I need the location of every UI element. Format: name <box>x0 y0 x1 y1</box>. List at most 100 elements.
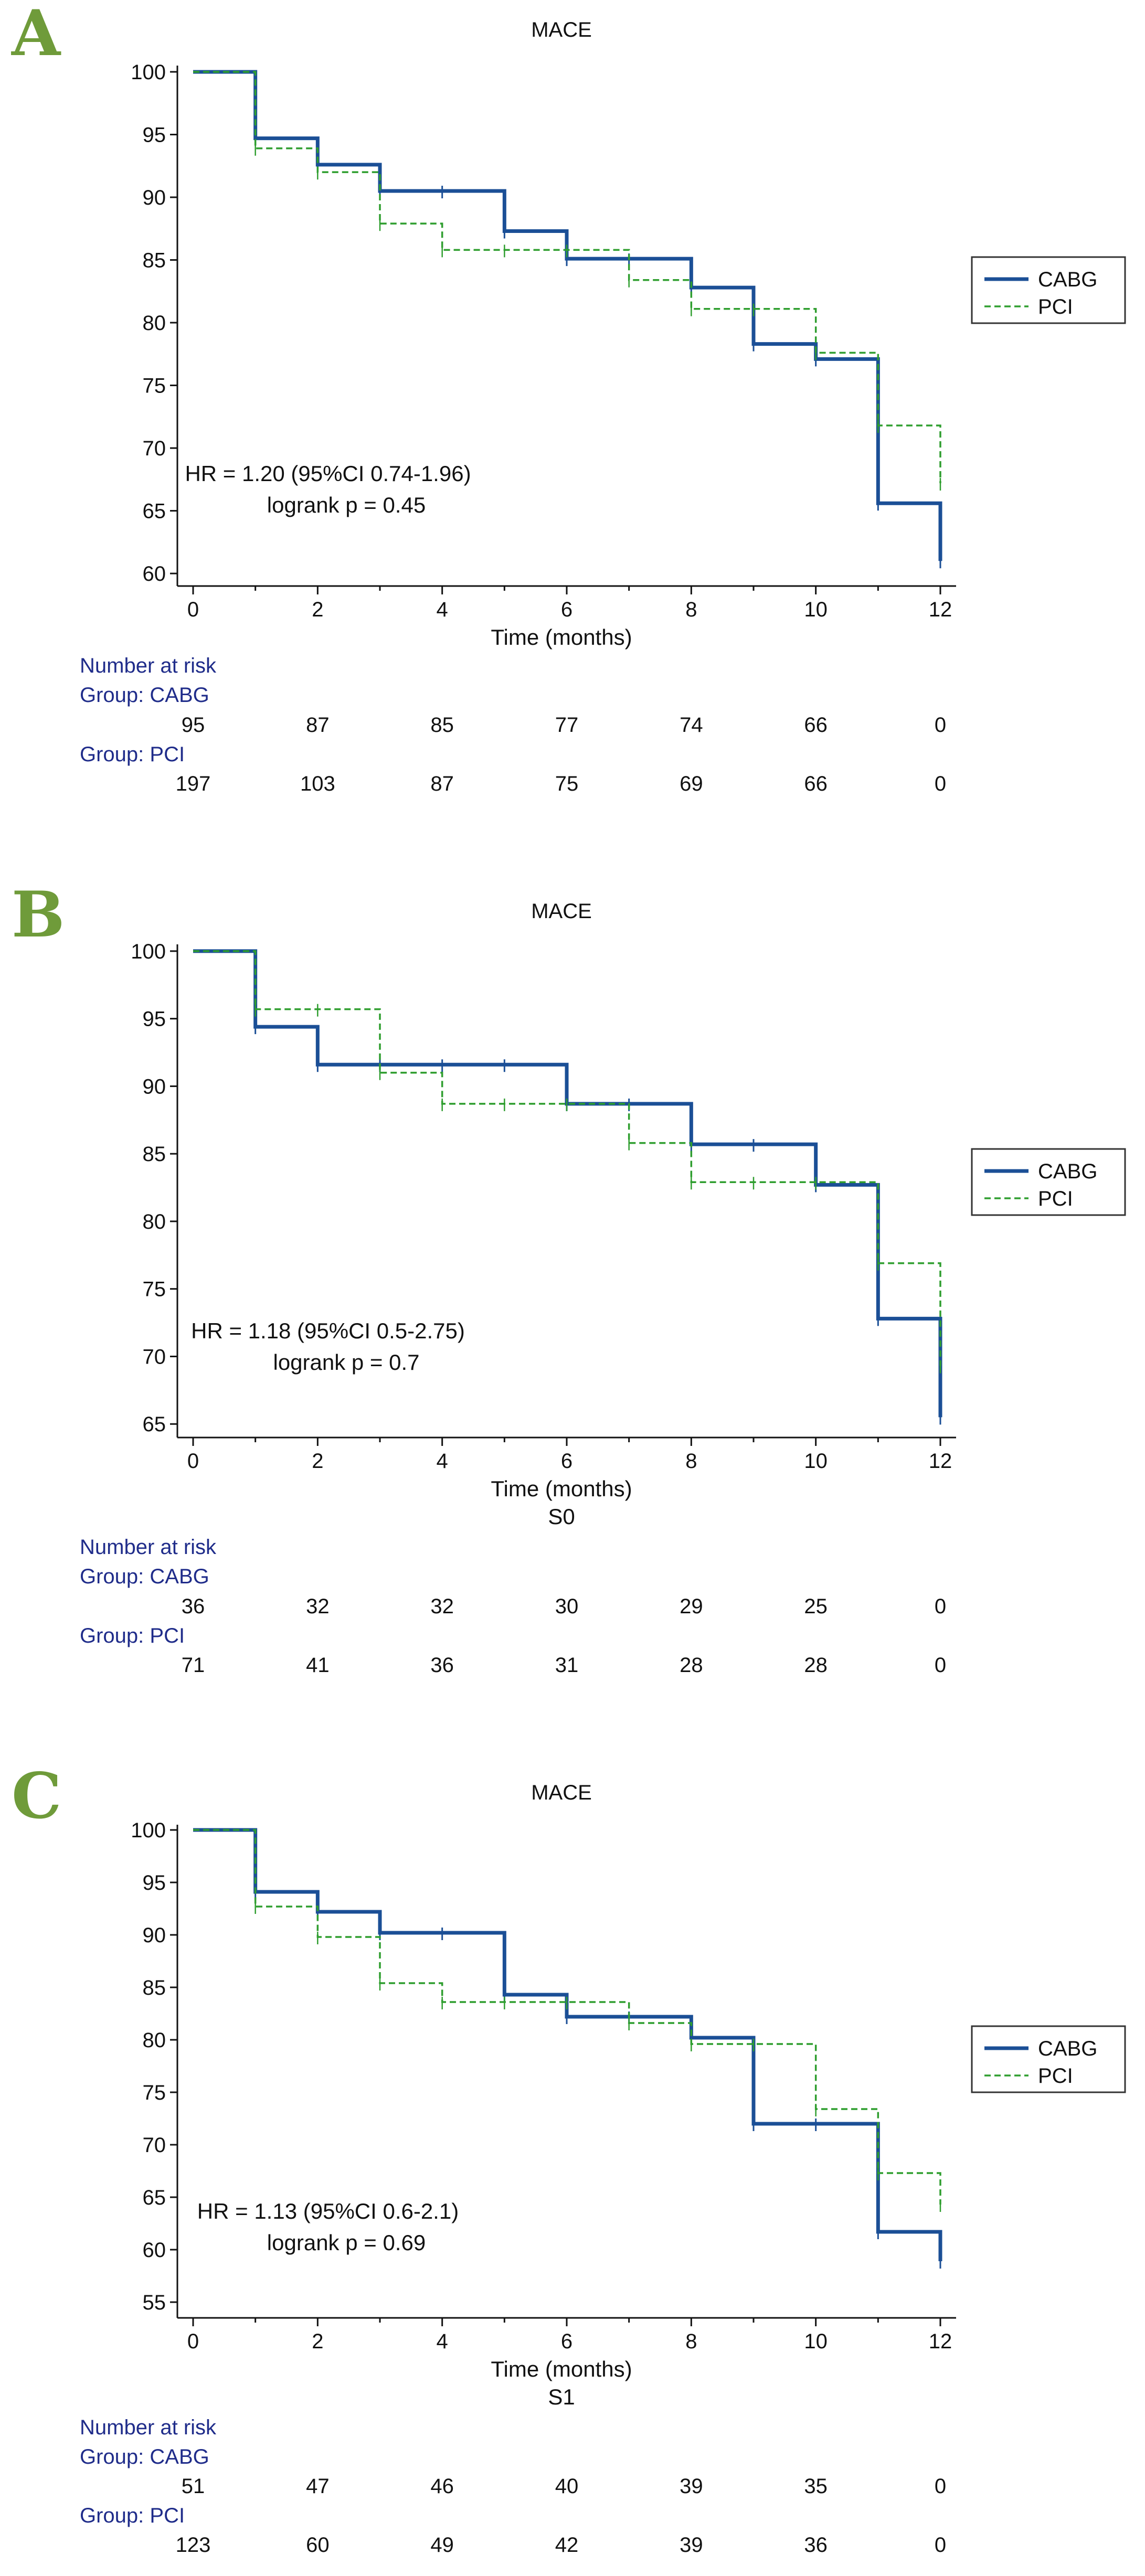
x-tick-label: 4 <box>437 2330 448 2353</box>
risk-group-label: Group: CABG <box>80 1565 209 1588</box>
risk-value: 95 <box>182 714 205 737</box>
x-tick-label: 8 <box>685 1450 697 1473</box>
x-tick-label: 2 <box>312 598 323 621</box>
x-tick-label: 0 <box>187 598 199 621</box>
km-step-line-pci <box>193 1829 941 2205</box>
legend: CABG PCI <box>971 256 1126 324</box>
y-tick-label: 70 <box>143 437 166 460</box>
y-tick-label: 85 <box>143 1143 166 1166</box>
legend-label-pci: PCI <box>1038 2064 1073 2088</box>
x-tick-label: 8 <box>685 598 697 621</box>
legend-label-pci: PCI <box>1038 295 1073 318</box>
chart-title: MACE <box>531 1781 592 1804</box>
y-tick-label: 95 <box>143 123 166 146</box>
x-axis-label: Time (months) <box>491 1476 632 1501</box>
risk-value: 35 <box>804 2475 828 2498</box>
risk-table-header: Number at risk <box>80 1536 217 1559</box>
legend: CABG PCI <box>971 1148 1126 1216</box>
risk-value: 51 <box>182 2475 205 2498</box>
x-axis-label: Time (months) <box>491 625 632 650</box>
y-tick-label: 90 <box>143 186 166 209</box>
risk-value: 66 <box>804 714 828 737</box>
x-tick-label: 6 <box>561 598 572 621</box>
series-pci <box>193 1829 941 2212</box>
panel-letter: B <box>12 878 65 952</box>
risk-value: 71 <box>182 1654 205 1677</box>
x-tick-label: 0 <box>187 2330 199 2353</box>
risk-value: 25 <box>804 1595 828 1618</box>
x-tick-label: 4 <box>437 598 448 621</box>
y-tick-label: 60 <box>143 562 166 586</box>
y-tick-label: 60 <box>143 2239 166 2262</box>
chart-title: MACE <box>531 18 592 41</box>
x-tick-label: 8 <box>685 2330 697 2353</box>
risk-value: 36 <box>182 1595 205 1618</box>
risk-value: 40 <box>555 2475 579 2498</box>
risk-group-label: Group: PCI <box>80 2504 185 2527</box>
panel-letter: C <box>12 1759 62 1833</box>
x-tick-label: 0 <box>187 1450 199 1473</box>
risk-value: 32 <box>430 1595 454 1618</box>
x-tick-label: 2 <box>312 2330 323 2353</box>
y-tick-label: 65 <box>143 500 166 523</box>
legend-label-cabg: CABG <box>1038 2037 1097 2060</box>
risk-value: 123 <box>176 2534 211 2557</box>
x-tick-label: 12 <box>929 598 952 621</box>
legend-label-cabg: CABG <box>1038 1160 1097 1183</box>
y-tick-label: 65 <box>143 2186 166 2209</box>
hr-annotation: HR = 1.13 (95%CI 0.6-2.1) <box>197 2199 459 2223</box>
risk-value: 60 <box>306 2534 330 2557</box>
chart-subtitle: S1 <box>548 2385 575 2409</box>
risk-value: 0 <box>935 1654 946 1677</box>
hr-annotation: HR = 1.18 (95%CI 0.5-2.75) <box>191 1318 465 1343</box>
legend-box <box>971 2025 1126 2093</box>
y-tick-label: 75 <box>143 1278 166 1301</box>
risk-value: 41 <box>306 1654 330 1677</box>
risk-table-header: Number at risk <box>80 2416 217 2439</box>
y-tick-label: 100 <box>131 940 166 963</box>
risk-value: 32 <box>306 1595 330 1618</box>
risk-value: 197 <box>176 772 211 795</box>
x-tick-label: 12 <box>929 1450 952 1473</box>
panel-letter: A <box>11 0 61 70</box>
risk-value: 69 <box>680 772 703 795</box>
x-tick-label: 10 <box>804 2330 828 2353</box>
km-step-line-cabg <box>193 70 942 561</box>
risk-value: 42 <box>555 2534 579 2557</box>
x-tick-label: 4 <box>437 1450 448 1473</box>
legend: CABG PCI <box>971 2025 1126 2093</box>
risk-value: 74 <box>680 714 703 737</box>
y-tick-label: 85 <box>143 1976 166 1999</box>
risk-value: 0 <box>935 2534 946 2557</box>
risk-table-header: Number at risk <box>80 654 217 677</box>
km-step-line-cabg <box>193 949 942 1418</box>
y-tick-label: 80 <box>143 1210 166 1233</box>
risk-value: 36 <box>430 1654 454 1677</box>
risk-table: Number at risk Group: CABG 51 47 46 40 39 35 0 Gr… <box>80 2416 946 2557</box>
legend-box <box>971 256 1126 324</box>
hr-annotation: HR = 1.20 (95%CI 0.74-1.96) <box>185 461 471 486</box>
risk-value: 103 <box>300 772 335 795</box>
risk-value: 28 <box>804 1654 828 1677</box>
logrank-annotation: logrank p = 0.7 <box>273 1350 419 1375</box>
x-tick-label: 6 <box>561 1450 572 1473</box>
y-tick-label: 80 <box>143 312 166 335</box>
logrank-annotation: logrank p = 0.45 <box>267 493 426 517</box>
risk-value: 30 <box>555 1595 579 1618</box>
panel-b: B MACE 65 70 75 80 85 90 95 100 0 2 4 6 8 10 12 Time (mon… <box>12 878 1126 1677</box>
risk-value: 77 <box>555 714 579 737</box>
risk-value: 46 <box>430 2475 454 2498</box>
series-pci <box>193 950 941 1374</box>
km-step-line-pci <box>193 71 941 483</box>
x-tick-label: 10 <box>804 598 828 621</box>
y-tick-label: 75 <box>143 375 166 398</box>
risk-value: 47 <box>306 2475 330 2498</box>
risk-value: 0 <box>935 714 946 737</box>
x-tick-label: 2 <box>312 1450 323 1473</box>
x-tick-label: 6 <box>561 2330 572 2353</box>
y-tick-label: 70 <box>143 2134 166 2157</box>
km-step-line-cabg <box>193 1828 942 2261</box>
legend-label-pci: PCI <box>1038 1187 1073 1210</box>
